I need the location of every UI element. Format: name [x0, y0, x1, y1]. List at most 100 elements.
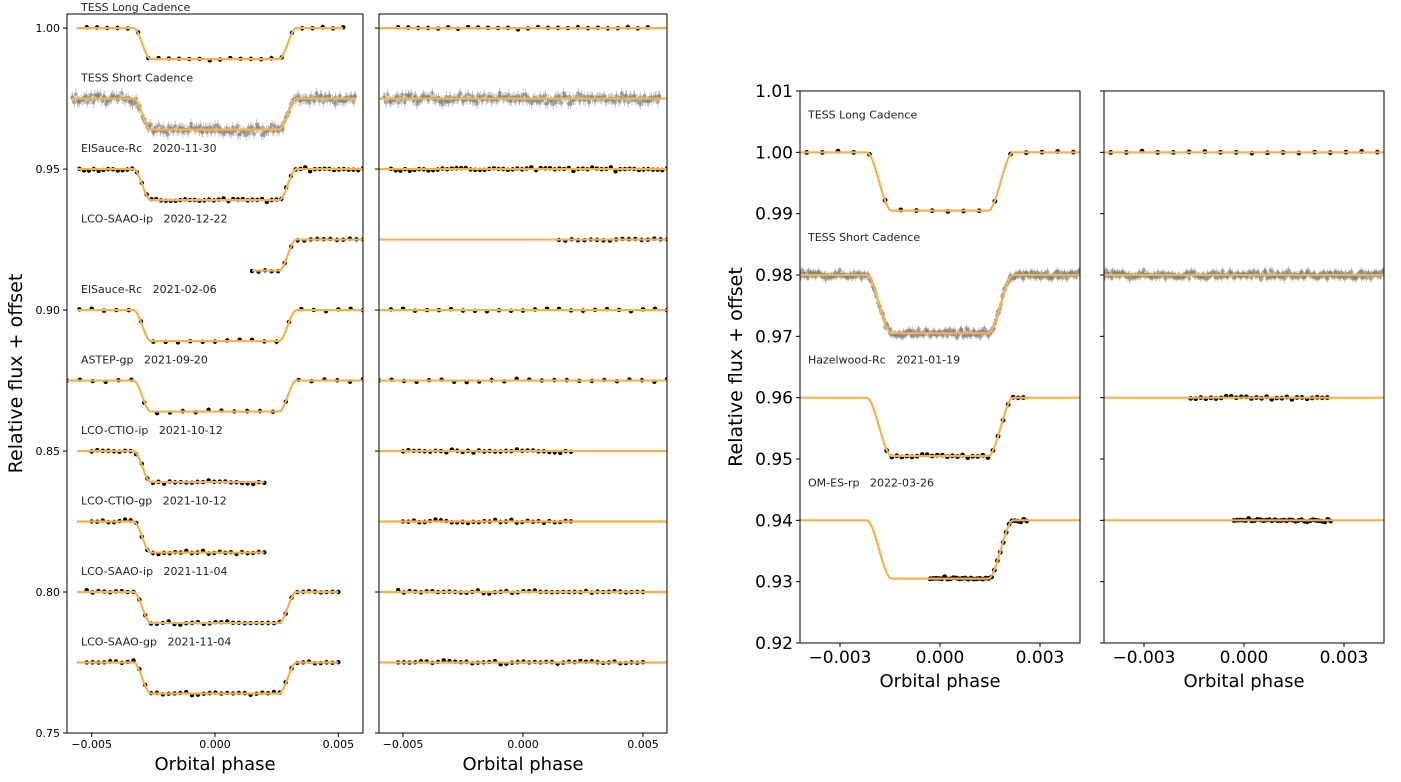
series-6: [76, 447, 267, 487]
transit-model-line: [800, 519, 1080, 580]
data-point: [805, 275, 811, 280]
data-point: [982, 326, 987, 331]
residual-point: [1192, 269, 1197, 275]
residual-point: [551, 102, 556, 107]
residual-point: [475, 101, 480, 106]
residual-point: [440, 102, 445, 107]
residual-series-3: [1104, 516, 1384, 525]
residual-series-8: [379, 588, 667, 596]
x-tick-label: 0.005: [323, 738, 355, 751]
data-point: [238, 132, 243, 136]
residual-point: [543, 93, 548, 98]
residual-point: [1368, 276, 1373, 281]
y-tick-label: 0.93: [755, 573, 793, 593]
residual-point: [1349, 269, 1354, 274]
data-point: [978, 334, 983, 340]
data-point: [947, 327, 953, 332]
data-point: [247, 131, 252, 136]
transit-model-line: [67, 379, 363, 413]
data-point: [89, 92, 94, 97]
residual-point: [458, 91, 463, 96]
residual-point: [1249, 275, 1254, 280]
residual-point: [554, 100, 559, 105]
series-7: [76, 517, 267, 557]
residual-point: [545, 101, 550, 105]
y-tick-label: 0.95: [755, 450, 793, 470]
residual-point: [628, 94, 633, 99]
residual-series-6: [379, 447, 667, 456]
residual-series-2: [379, 165, 667, 174]
data-point: [200, 130, 205, 135]
data-point: [327, 93, 332, 98]
x-tick-label: 0.005: [627, 738, 659, 751]
data-point: [148, 122, 153, 127]
x-tick-label: 0.003: [1320, 648, 1369, 668]
panel-frame: [378, 13, 668, 734]
y-tick-label: 1.00: [755, 143, 793, 163]
residual-series-0: [379, 24, 667, 32]
dataset-label: ASTEP-gp 2021-09-20: [81, 354, 208, 367]
y-tick-label: 0.97: [755, 327, 793, 347]
residual-point: [1187, 276, 1192, 281]
dataset-label: ElSauce-Rc 2021-02-06: [81, 283, 217, 296]
data-point: [198, 123, 203, 128]
x-tick-label: −0.005: [383, 738, 424, 751]
data-point: [72, 100, 77, 105]
data-point: [323, 94, 328, 99]
data-point: [959, 327, 964, 332]
transit-model-line: [76, 449, 265, 484]
residual-point: [1109, 275, 1115, 280]
residual-point: [1104, 268, 1109, 273]
residual-point: [470, 94, 475, 99]
residual-point: [602, 93, 607, 98]
residual-point: [579, 93, 584, 98]
data-point: [296, 93, 301, 98]
residual-point: [430, 91, 435, 95]
data-point: [1056, 269, 1061, 274]
x-tick-label: 0.000: [507, 738, 539, 751]
residual-series-2: [1104, 393, 1384, 402]
dataset-label: Hazelwood-Rc 2021-01-19: [808, 354, 960, 367]
data-point: [252, 131, 257, 136]
residual-point: [466, 92, 471, 97]
data-point: [951, 328, 957, 333]
data-point: [165, 132, 170, 137]
residual-point: [1220, 268, 1225, 274]
x-axis-title: Orbital phase: [462, 754, 583, 775]
data-point: [800, 268, 805, 273]
transit-model-line: [76, 590, 339, 625]
panel-frame: [799, 90, 1081, 644]
series-3: [800, 516, 1080, 582]
transit-model-line: [800, 273, 1080, 335]
y-tick-label: 0.96: [755, 389, 793, 409]
residual-point: [1141, 268, 1147, 273]
transit-model-line: [252, 238, 363, 272]
residual-point: [587, 100, 592, 105]
y-tick-label: 0.75: [36, 727, 61, 740]
lightcurve-plot-area: [67, 24, 363, 698]
x-tick-label: 0.000: [1220, 648, 1269, 668]
data-point: [966, 327, 971, 333]
residual-panel: −0.003 0.000 0.003 Orbital phase: [1100, 90, 1385, 692]
y-tick-label: 0.98: [755, 266, 793, 286]
data-point: [1060, 275, 1065, 280]
residual-point: [497, 90, 502, 95]
residual-series-1: [1104, 266, 1384, 284]
data-point: [119, 91, 124, 95]
data-point: [230, 125, 235, 130]
series-0: [76, 24, 346, 63]
series-5: [67, 376, 363, 416]
transit-model-line: [76, 308, 363, 343]
data-point: [351, 99, 356, 104]
y-axis-title: Relative flux + offset: [725, 267, 747, 467]
y-tick-label: 0.95: [36, 163, 61, 176]
transit-model-line: [800, 151, 1080, 212]
residual-point: [1270, 269, 1275, 274]
x-tick-label: −0.003: [1113, 648, 1176, 668]
x-axis-title: Orbital phase: [154, 754, 275, 775]
data-point: [1076, 268, 1080, 274]
residual-point: [538, 94, 543, 99]
y-tick-label: 1.01: [755, 82, 793, 102]
dataset-label: OM-ES-rp 2022-03-26: [808, 476, 934, 489]
dataset-label: TESS Long Cadence: [80, 1, 190, 14]
